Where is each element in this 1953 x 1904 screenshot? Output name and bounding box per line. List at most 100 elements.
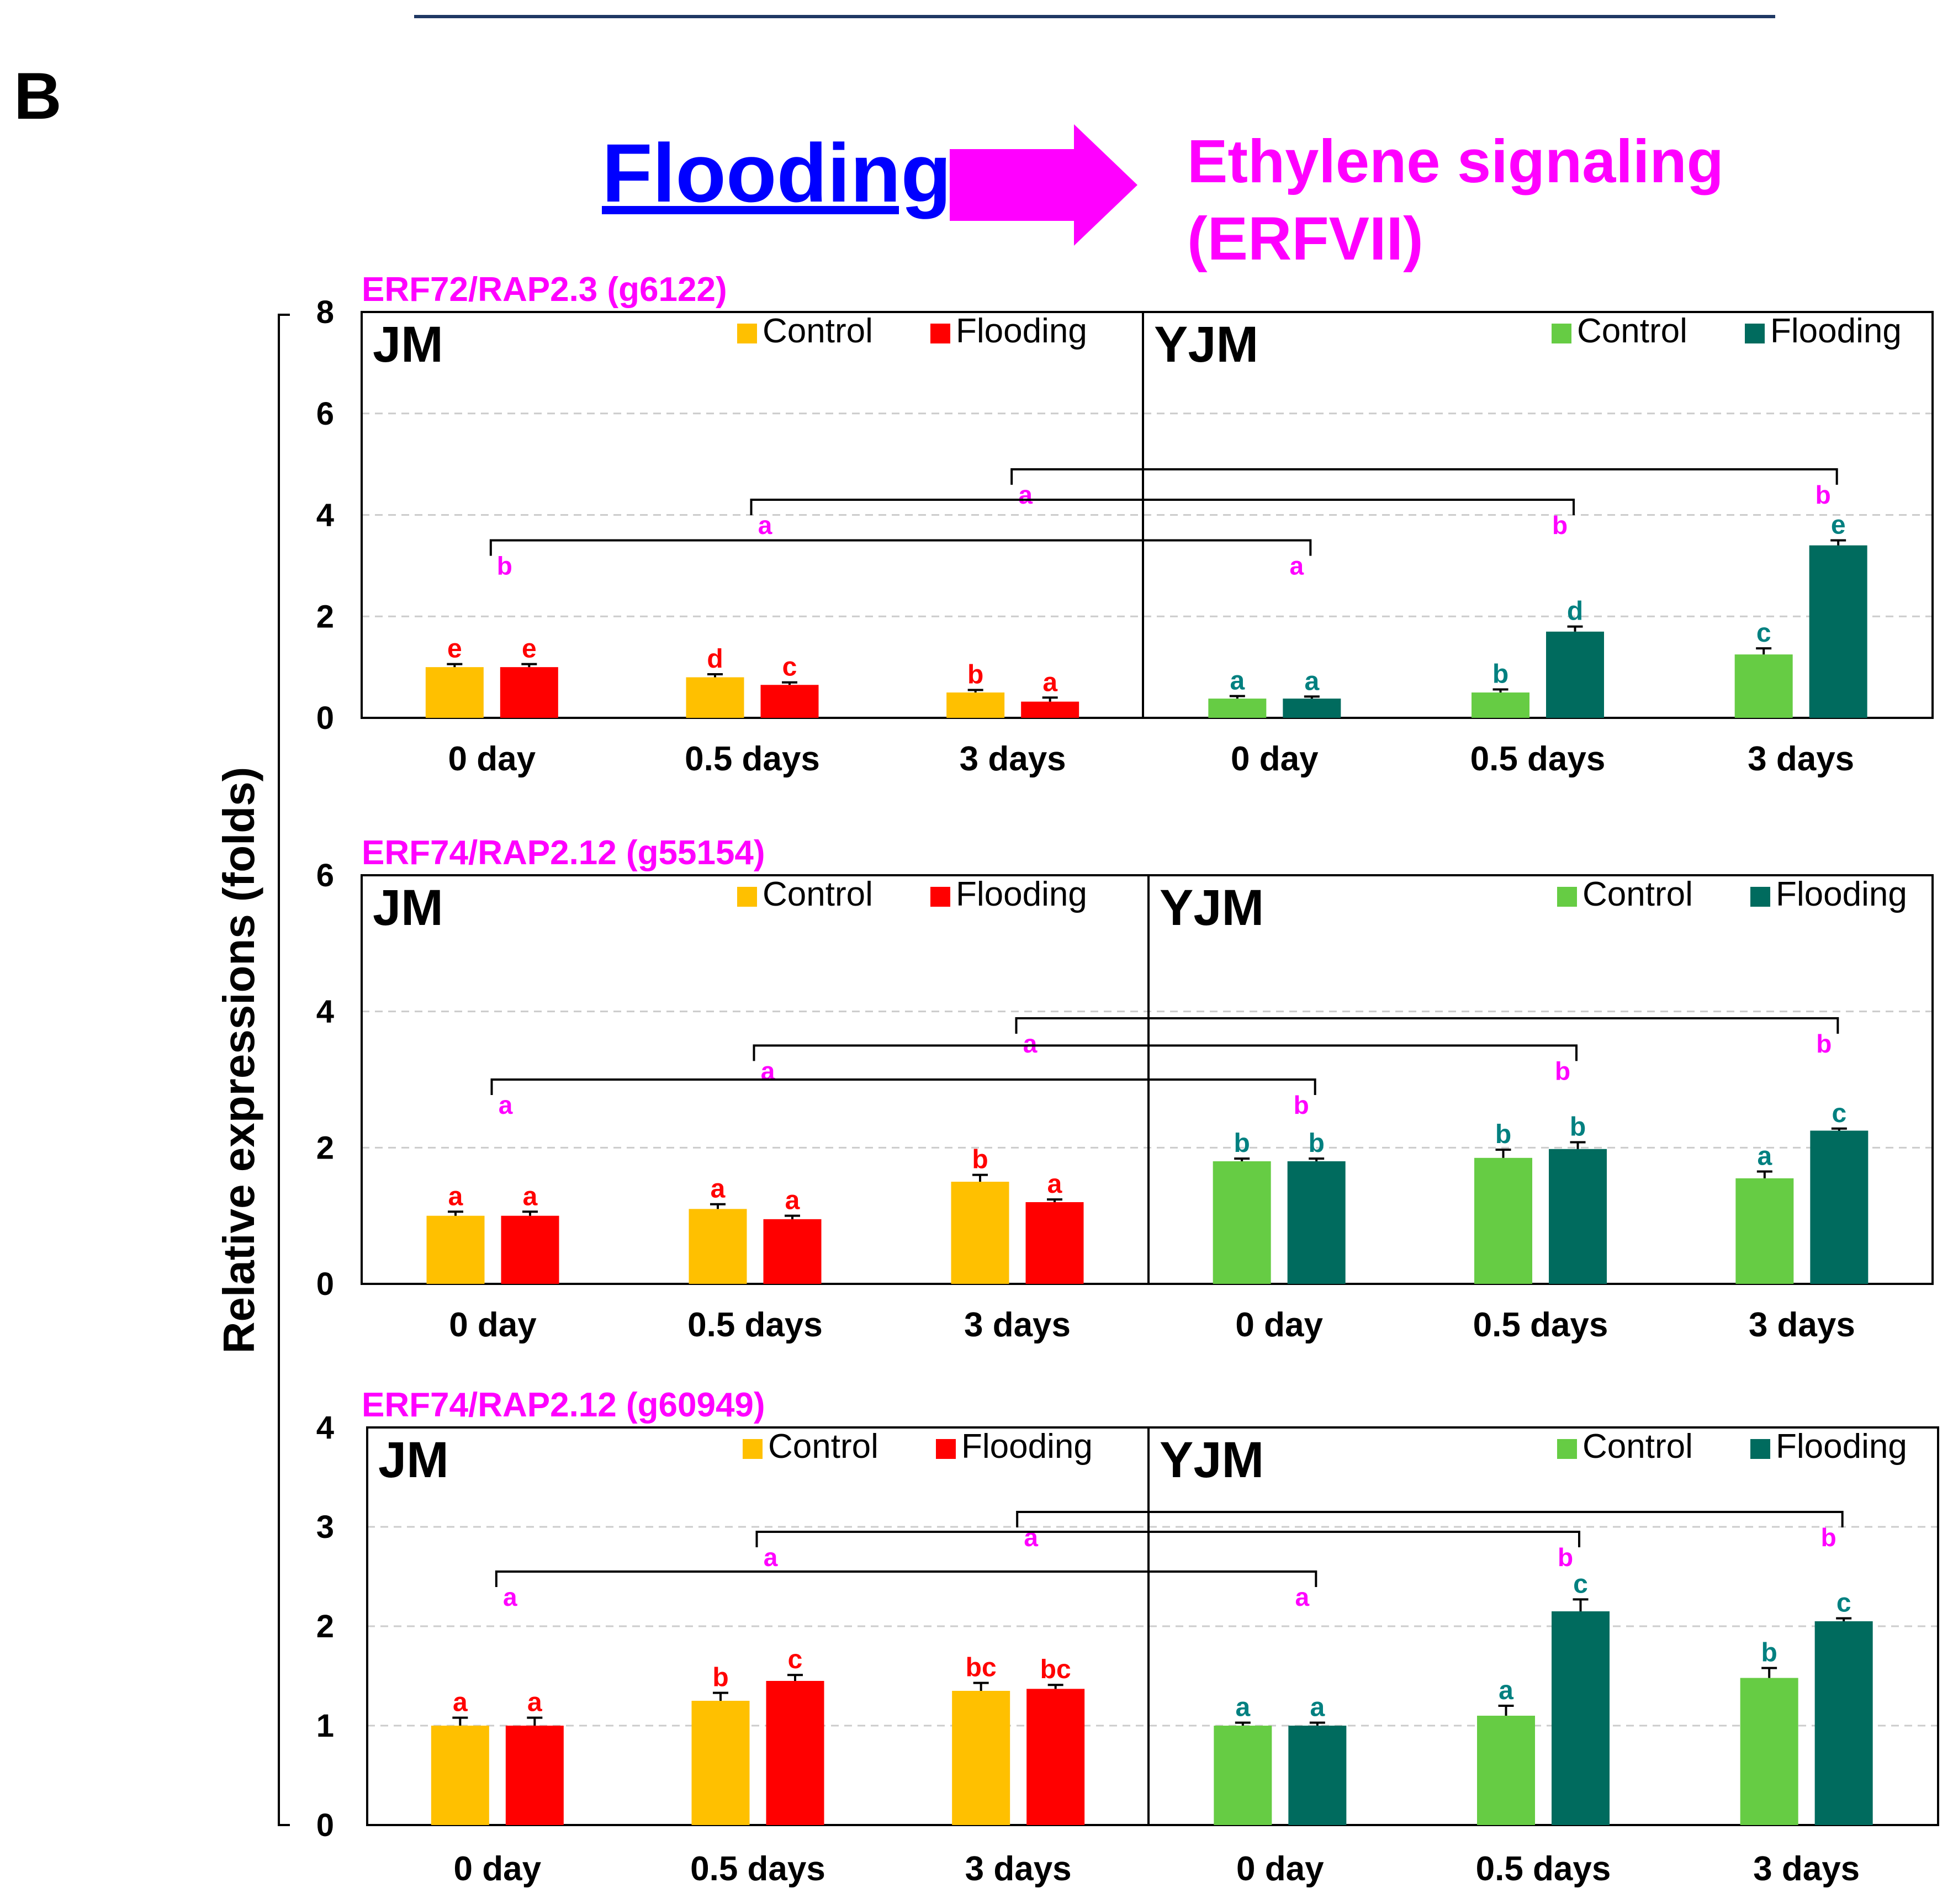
legend-label-control: Control [1582, 1427, 1693, 1466]
bar-yjm-flooding [1810, 1130, 1869, 1284]
gene-title: ERF74/RAP2.12 (g60949) [362, 1386, 765, 1424]
legend-label-flooding: Flooding [956, 312, 1087, 350]
significance-letter: e [1831, 510, 1846, 540]
bracket-letter-left: a [758, 511, 772, 540]
significance-letter: bc [1040, 1655, 1071, 1684]
panel-label: B [14, 59, 62, 133]
y-tick-label: 4 [316, 498, 334, 533]
comparison-bracket [1015, 1017, 1839, 1034]
legend-label-flooding: Flooding [1776, 875, 1907, 913]
legend-swatch-control [1557, 887, 1577, 907]
legend-swatch-control [1552, 324, 1571, 343]
category-label: 0 day [448, 740, 536, 778]
y-tick-label: 0 [316, 1807, 334, 1843]
category-label: 3 days [964, 1306, 1071, 1344]
category-label: 0.5 days [690, 1850, 825, 1888]
comparison-bracket [489, 539, 1312, 556]
legend-label-flooding: Flooding [961, 1427, 1093, 1466]
header-flooding-label: Flooding [602, 126, 951, 219]
bracket-letter-right: a [1290, 551, 1304, 580]
legend-swatch-flooding [930, 887, 950, 907]
y-tick-label: 8 [316, 294, 334, 330]
bar-jm-control [426, 1215, 485, 1284]
y-tick-label: 2 [316, 599, 334, 634]
chart-panel-2: ERF74/RAP2.12 (g55154) 0 2 4 6 JM Control Flood… [316, 834, 1934, 1344]
legend-label-flooding: Flooding [1776, 1427, 1907, 1466]
legend-swatch-flooding [1745, 324, 1765, 343]
category-label: 0 day [454, 1850, 542, 1888]
y-tick-label: 2 [316, 1609, 334, 1644]
bar-yjm-flooding [1814, 1621, 1873, 1825]
significance-letter: d [1567, 597, 1583, 626]
significance-letter: e [447, 634, 462, 664]
significance-letter: d [707, 644, 723, 674]
significance-letter: c [1836, 1589, 1851, 1618]
significance-letter: a [453, 1688, 468, 1717]
category-label: 3 days [1753, 1850, 1860, 1888]
group-label-jm: JM [378, 1432, 449, 1488]
y-tick-label: 0 [316, 1266, 334, 1302]
y-tick-label: 4 [316, 994, 334, 1030]
legend-swatch-control [1557, 1439, 1577, 1459]
bar-yjm-control [1208, 699, 1267, 718]
bracket-letter-right: b [1816, 480, 1831, 509]
bar-yjm-flooding [1552, 1611, 1610, 1825]
significance-letter: a [785, 1186, 800, 1215]
bar-jm-control [946, 692, 1005, 718]
significance-letter: b [1309, 1129, 1325, 1158]
legend-label-flooding: Flooding [1770, 312, 1902, 350]
legend-swatch-flooding [936, 1439, 956, 1459]
group-label-jm: JM [373, 880, 443, 936]
shared-y-axis-bracket [278, 314, 290, 1826]
legend-label-control: Control [763, 312, 873, 350]
bar-jm-flooding [505, 1726, 564, 1825]
bracket-letter-left: a [764, 1543, 778, 1572]
bar-jm-flooding [763, 1219, 822, 1284]
category-label: 0 day [1235, 1306, 1323, 1344]
bar-yjm-control [1477, 1716, 1535, 1825]
significance-letter: a [1757, 1142, 1772, 1171]
legend-label-control: Control [768, 1427, 878, 1466]
significance-letter: c [1573, 1569, 1588, 1599]
significance-letter: c [782, 653, 797, 682]
y-tick-label: 6 [316, 858, 334, 893]
legend-swatch-flooding [1750, 1439, 1770, 1459]
bar-jm-flooding [1025, 1202, 1084, 1284]
plot-frame [366, 1426, 1939, 1826]
legend-swatch-flooding [1750, 887, 1770, 907]
significance-letter: c [788, 1645, 803, 1674]
category-label: 0.5 days [1470, 740, 1606, 778]
bar-yjm-flooding [1287, 1161, 1346, 1284]
bar-jm-flooding [1021, 701, 1079, 718]
bar-yjm-control [1213, 1161, 1271, 1284]
header-effect-line1: Ethylene signaling [1187, 128, 1724, 195]
bar-jm-flooding [1026, 1689, 1085, 1825]
significance-letter: a [1499, 1676, 1513, 1705]
chart-panels: ERF72/RAP2.3 (g6122) 0 2 4 6 8 JM Control Floodi… [316, 271, 1939, 1888]
header-effect-line2: (ERFVII) [1187, 205, 1423, 273]
bar-jm-flooding [501, 1215, 559, 1284]
significance-letter: b [1492, 660, 1509, 689]
significance-letter: b [972, 1145, 988, 1175]
bar-yjm-control [1472, 692, 1529, 718]
category-label: 0.5 days [685, 740, 820, 778]
category-label: 0.5 days [687, 1306, 823, 1344]
bar-yjm-control [1474, 1157, 1532, 1284]
comparison-bracket [753, 1044, 1578, 1061]
significance-letter: a [1304, 667, 1319, 696]
y-tick-label: 0 [316, 700, 334, 736]
category-label: 0 day [449, 1306, 537, 1344]
y-tick-label: 4 [316, 1410, 334, 1446]
bracket-letter-right: b [1821, 1523, 1836, 1552]
y-tick-label: 1 [316, 1708, 334, 1744]
significance-letter: a [527, 1688, 542, 1717]
comparison-bracket [490, 1078, 1316, 1095]
significance-letter: b [967, 660, 983, 689]
gene-title: ERF74/RAP2.12 (g55154) [362, 834, 765, 872]
bar-jm-flooding [500, 667, 558, 718]
bar-yjm-control [1214, 1726, 1272, 1825]
significance-letter: b [1495, 1120, 1511, 1149]
bar-yjm-flooding [1809, 545, 1867, 718]
significance-letter: a [711, 1175, 726, 1204]
y-tick-label: 6 [316, 396, 334, 432]
